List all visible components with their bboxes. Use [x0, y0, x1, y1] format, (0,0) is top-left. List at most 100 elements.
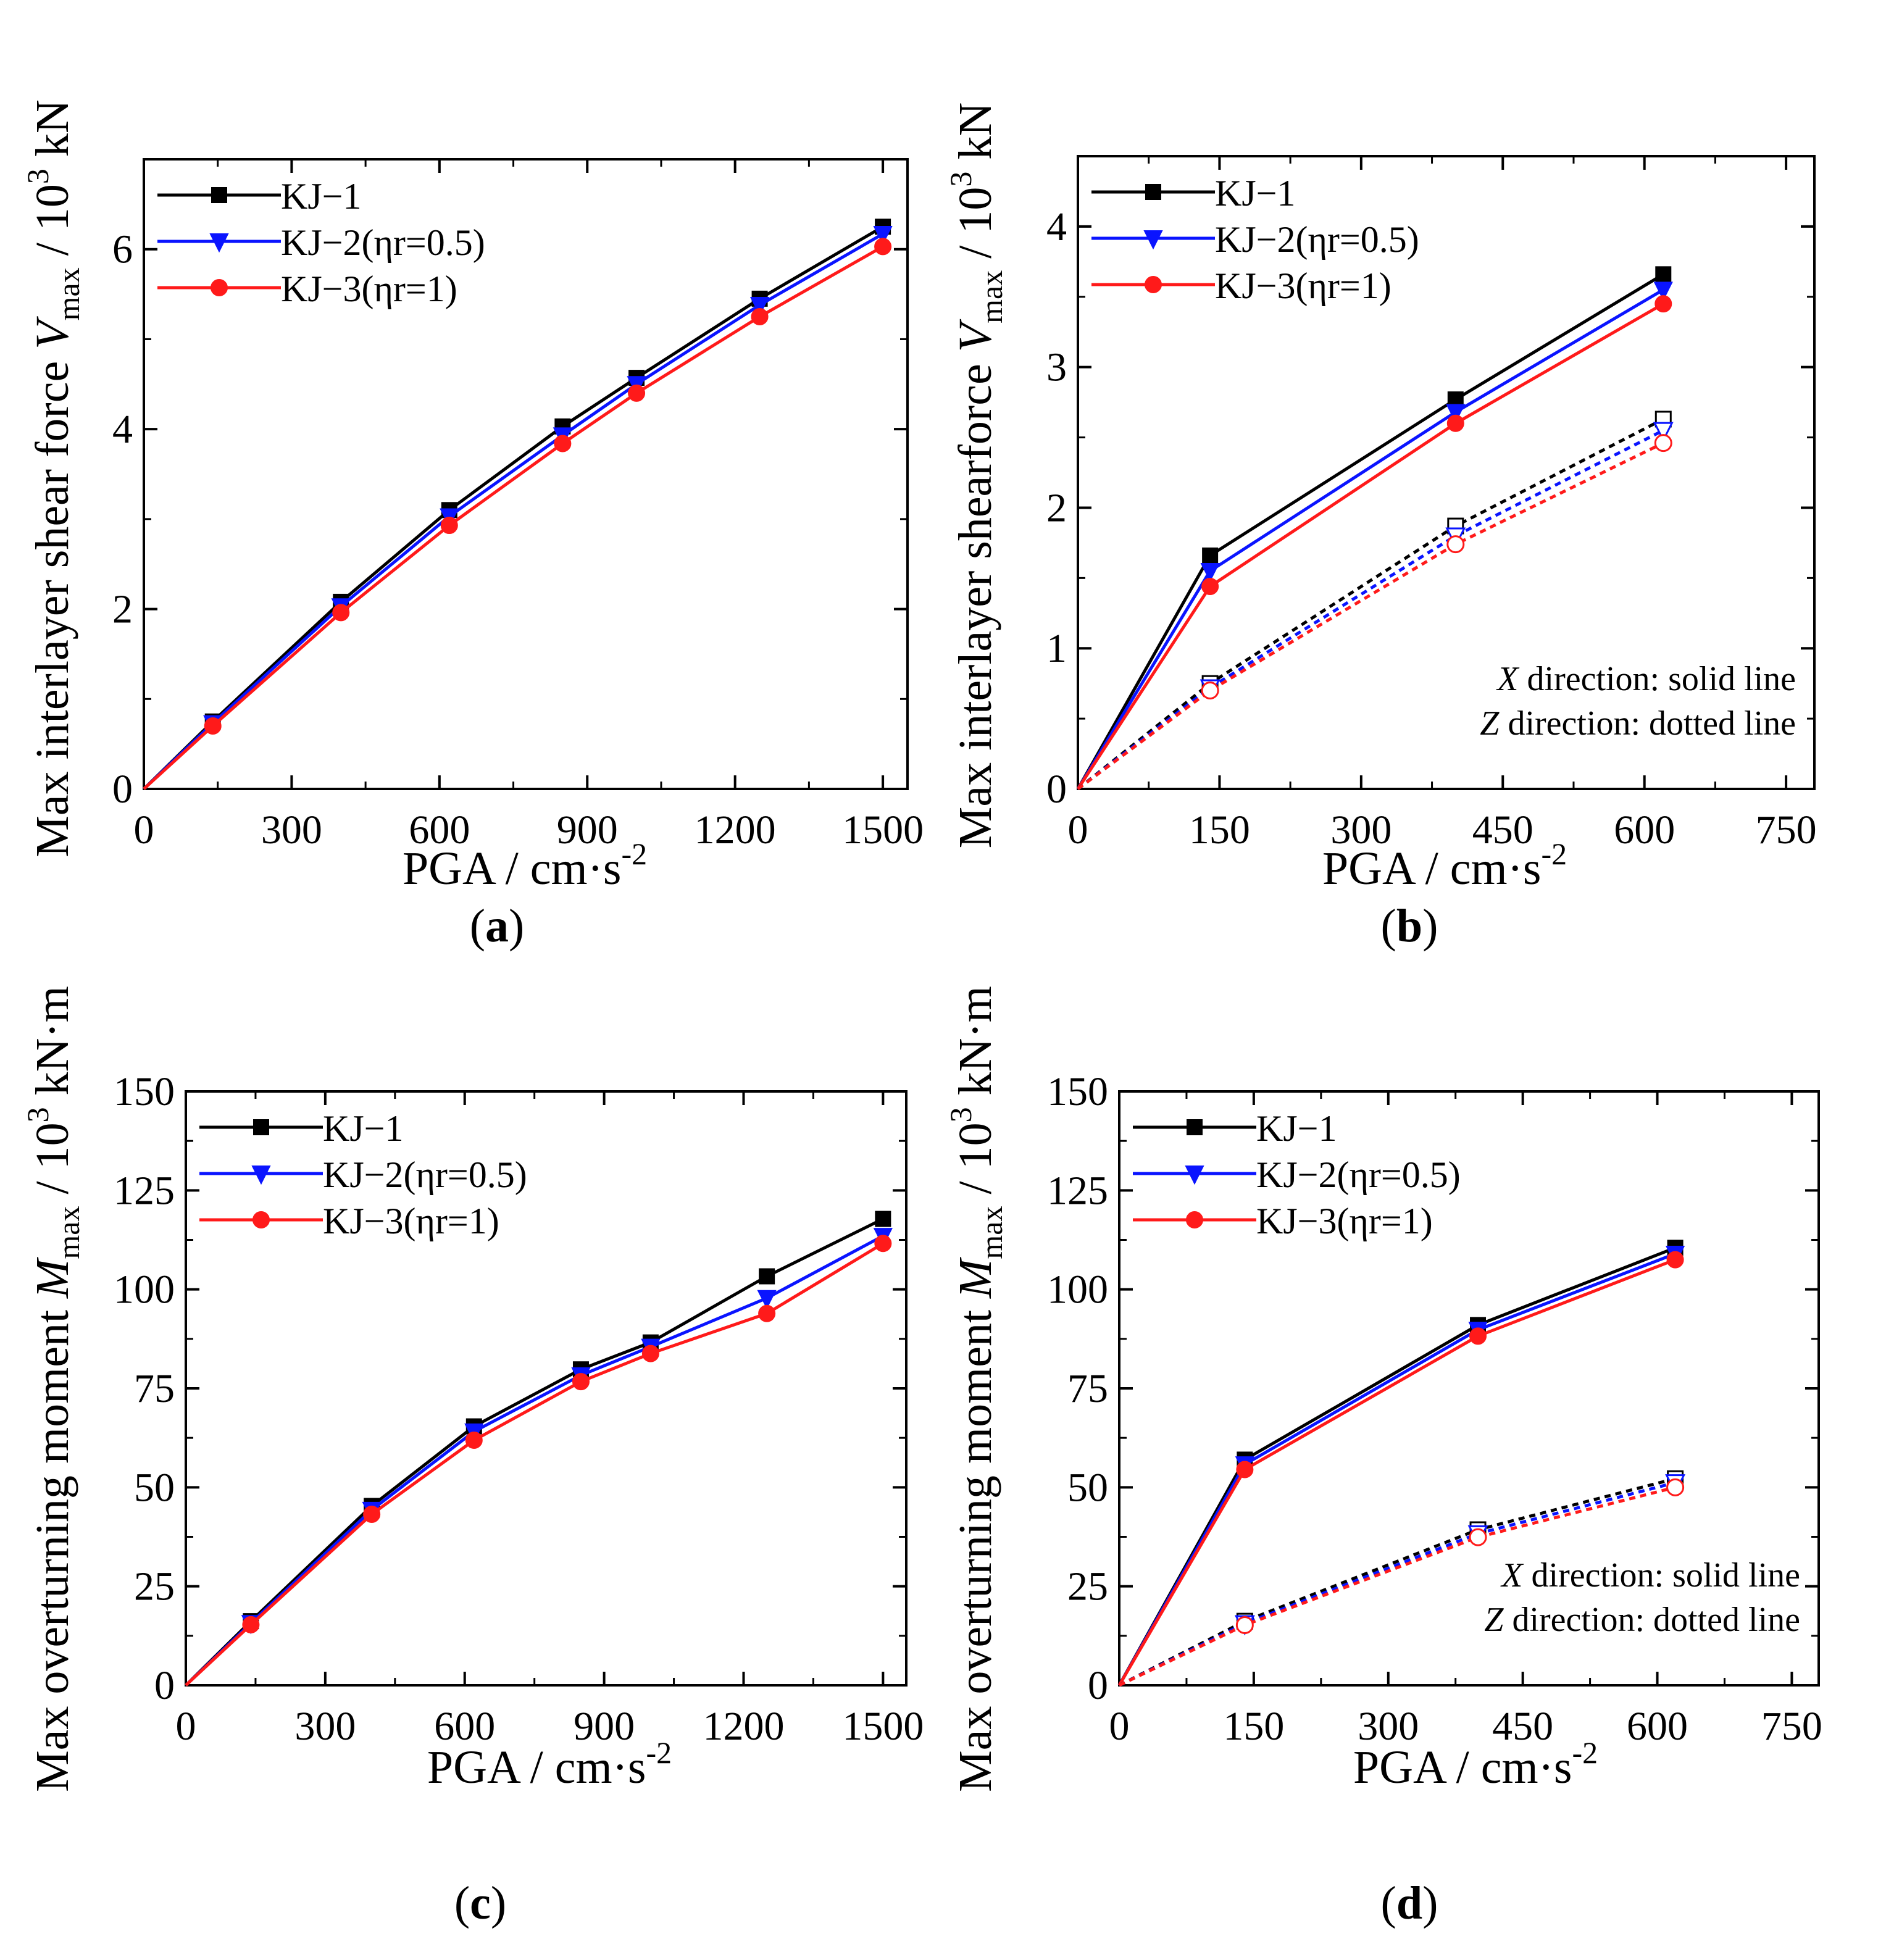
panel-label: (d) — [1381, 1877, 1438, 1929]
series-line — [143, 245, 884, 790]
x-axis-label: PGA / cm·s-2 — [1353, 1735, 1598, 1793]
y-axis-label-unit-tail: kN·m — [27, 986, 78, 1107]
data-point — [572, 1373, 590, 1391]
legend-marker — [1145, 184, 1161, 200]
plot-area — [1076, 266, 1674, 791]
y-axis-label-unit-sup: 3 — [20, 169, 55, 184]
plot-frame — [1118, 1090, 1820, 1687]
y-axis-label-text: Max overturning moment — [27, 1298, 78, 1792]
y-tick-label: 50 — [134, 1465, 175, 1510]
y-axis-label: Max interlayer shear force Vmax / 103 kN — [20, 99, 86, 857]
series-line — [143, 232, 884, 790]
panel-label-letter: b — [1396, 900, 1422, 952]
y-axis-label: Max overturning moment Mmax / 103 kN·m — [943, 986, 1009, 1792]
y-axis-label-text: Max interlayer shearforce — [949, 352, 1001, 848]
x-tick-label: 0 — [134, 807, 154, 853]
y-axis-label-unit-tail: kN·m — [949, 986, 1001, 1107]
data-point — [1469, 1327, 1487, 1345]
y-axis-label: Max overturning moment Mmax / 103 kN·m — [20, 986, 86, 1792]
data-point — [1653, 281, 1673, 301]
legend: KJ−1 KJ−2(ηr=0.5) KJ−3(ηr=1) — [1133, 1108, 1461, 1241]
data-point — [1666, 1251, 1684, 1269]
legend-label: KJ−2(ηr=0.5) — [281, 222, 485, 263]
legend: KJ−1 KJ−2(ηr=0.5) KJ−3(ηr=1) — [199, 1108, 527, 1241]
series-line — [1077, 441, 1664, 791]
x-tick-label: 1200 — [695, 807, 776, 853]
series-x-1 — [143, 225, 893, 790]
panel-label-open: ( — [470, 900, 485, 952]
data-point — [1446, 535, 1465, 554]
legend-label: KJ−1 — [323, 1108, 404, 1149]
series-line — [1117, 1258, 1676, 1687]
x-tick-label: 600 — [1614, 807, 1675, 853]
x-axis-label: PGA / cm·s-2 — [427, 1735, 672, 1793]
x-tick-label: 1500 — [842, 1704, 924, 1749]
x-axis-label-text: PGA / cm·s — [1353, 1741, 1572, 1793]
x-axis-label-text: PGA / cm·s — [403, 843, 622, 895]
legend-marker — [252, 1211, 270, 1228]
series-line — [1076, 288, 1664, 790]
note-z-direction: Z direction: dotted line — [1480, 704, 1796, 743]
legend: KJ−1 KJ−2(ηr=0.5) KJ−3(ηr=1) — [157, 176, 485, 309]
legend-label: KJ−3(ηr=1) — [1215, 265, 1392, 306]
series-z-5 — [1118, 1478, 1685, 1687]
x-tick-label: 750 — [1756, 807, 1817, 853]
y-axis-label-unit-sup: 3 — [20, 1107, 55, 1122]
x-tick-label: 600 — [1627, 1704, 1688, 1749]
y-tick-label: 2 — [112, 587, 133, 632]
plot-frame — [1077, 155, 1816, 790]
data-point — [1666, 1478, 1685, 1496]
x-axis-label: PGA / cm·s-2 — [403, 836, 647, 895]
x-axis-label-text: PGA / cm·s — [427, 1741, 646, 1793]
data-point — [1202, 547, 1219, 564]
y-axis-label-unit: / 10 — [949, 1122, 1001, 1206]
data-point — [751, 308, 769, 325]
data-point — [1655, 266, 1672, 283]
note-x-direction: X direction: solid line — [1500, 1556, 1800, 1595]
note-x-var: X — [1500, 1556, 1524, 1595]
x-tick-label: 750 — [1761, 1704, 1822, 1749]
x-tick-label: 300 — [1358, 1704, 1419, 1749]
x-tick-label: 1500 — [842, 807, 924, 853]
panel-c: 0 300 600 900 1200 1500 0 25 50 75 100 125 150 PGA / … — [20, 986, 924, 1929]
series-x-2 — [143, 238, 892, 790]
note-z-text: direction: dotted line — [1499, 704, 1796, 743]
legend-marker — [211, 279, 228, 296]
series-x-0 — [185, 1211, 891, 1687]
panel-a: 0 300 600 900 1200 1500 0 2 4 6 PGA / cm·s-2 Max in… — [20, 99, 924, 952]
y-axis-label-var: M — [27, 1257, 78, 1299]
plot-area — [1117, 1240, 1686, 1687]
data-point — [1201, 682, 1219, 700]
data-point — [1446, 414, 1464, 432]
panel-label-open: ( — [1381, 900, 1396, 952]
panel-label-close: ) — [509, 900, 524, 952]
series-line — [1076, 273, 1664, 790]
x-axis-label-sup: -2 — [646, 1735, 672, 1770]
legend-label: KJ−1 — [1256, 1108, 1337, 1149]
panel-label-open: ( — [454, 1877, 470, 1929]
legend: KJ−1 KJ−2(ηr=0.5) KJ−3(ηr=1) — [1091, 173, 1419, 306]
series-x-2 — [1117, 1251, 1684, 1687]
y-axis-label-sub: max — [974, 1206, 1009, 1259]
x-tick-label: 0 — [1068, 807, 1088, 853]
legend-label: KJ−1 — [281, 176, 362, 217]
legend-label: KJ−2(ηr=0.5) — [323, 1154, 527, 1195]
legend-marker — [251, 1166, 271, 1185]
note-z-var: Z — [1480, 704, 1500, 743]
y-axis-label-unit-tail: kN — [949, 102, 1001, 172]
y-axis-label-sub: max — [974, 270, 1009, 323]
data-point — [242, 1616, 260, 1633]
legend-label: KJ−3(ηr=1) — [281, 269, 457, 309]
data-point — [1469, 1528, 1487, 1546]
note-z-var: Z — [1484, 1601, 1504, 1639]
data-point — [554, 435, 572, 452]
legend-marker — [1185, 1166, 1204, 1185]
x-tick-label: 900 — [557, 807, 618, 853]
data-point — [873, 225, 893, 246]
series-x-2 — [1076, 295, 1672, 790]
series-x-2 — [185, 1235, 892, 1687]
y-tick-label: 100 — [114, 1267, 175, 1312]
panel-label: (b) — [1381, 900, 1438, 952]
series-line — [143, 225, 884, 790]
